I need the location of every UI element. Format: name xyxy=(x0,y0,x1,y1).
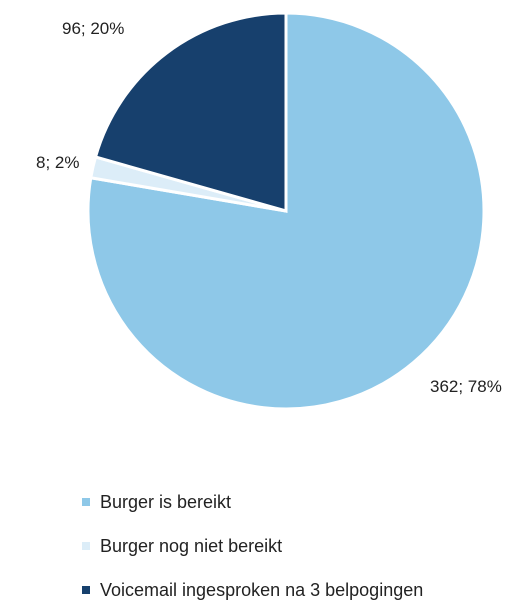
pie-slice-voicemail xyxy=(93,11,288,213)
legend-label-niet-bereikt: Burger nog niet bereikt xyxy=(100,535,283,556)
legend: Burger is bereikt Burger nog niet bereik… xyxy=(82,480,423,612)
slice-label-niet-bereikt: 8; 2% xyxy=(36,153,79,172)
legend-swatch-bereikt xyxy=(82,498,90,506)
slice-label-bereikt: 362; 78% xyxy=(430,377,502,396)
legend-item-niet-bereikt: Burger nog niet bereikt xyxy=(82,524,423,568)
slice-label-voicemail: 96; 20% xyxy=(62,19,124,38)
legend-swatch-voicemail xyxy=(82,586,90,594)
pie-slice-bereikt xyxy=(86,11,486,411)
legend-label-bereikt: Burger is bereikt xyxy=(100,491,232,512)
legend-label-voicemail: Voicemail ingesproken na 3 belpogingen xyxy=(100,579,424,600)
pie-chart: 362; 78% 8; 2% 96; 20% xyxy=(36,11,502,411)
legend-item-bereikt: Burger is bereikt xyxy=(82,480,423,524)
legend-item-voicemail: Voicemail ingesproken na 3 belpogingen xyxy=(82,568,423,612)
legend-swatch-niet-bereikt xyxy=(82,542,90,550)
